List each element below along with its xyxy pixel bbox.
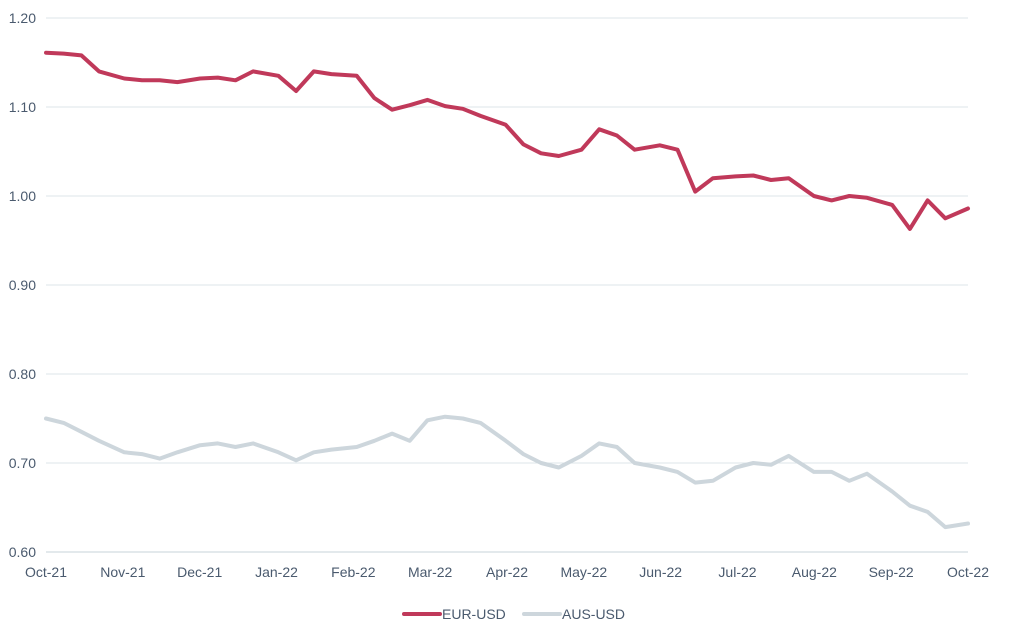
y-gridlines bbox=[46, 17, 968, 553]
x-tick-label: Aug-22 bbox=[792, 564, 837, 580]
x-tick-label: Sep-22 bbox=[869, 564, 914, 580]
series-lines bbox=[44, 50, 970, 530]
x-axis-tick-labels: Oct-21 Nov-21 Dec-21 Jan-22 Feb-22 Mar-22 Apr-… bbox=[25, 564, 989, 580]
x-tick-label: Oct-21 bbox=[25, 564, 67, 580]
legend-label-aus-usd: AUS-USD bbox=[562, 606, 625, 622]
x-tick-label: Apr-22 bbox=[486, 564, 528, 580]
y-tick-label: 1.20 bbox=[9, 10, 36, 26]
x-tick-label: Jun-22 bbox=[639, 564, 682, 580]
legend: EUR-USD AUS-USD bbox=[402, 606, 625, 622]
series-line-eur-usd bbox=[44, 50, 970, 231]
series-line-aus-usd bbox=[44, 414, 970, 530]
y-tick-label: 0.90 bbox=[9, 277, 36, 293]
x-tick-label: May-22 bbox=[560, 564, 607, 580]
y-tick-label: 0.70 bbox=[9, 455, 36, 471]
x-tick-label: Oct-22 bbox=[947, 564, 989, 580]
y-tick-label: 1.10 bbox=[9, 99, 36, 115]
x-tick-label: Jan-22 bbox=[255, 564, 298, 580]
y-tick-label: 0.60 bbox=[9, 544, 36, 560]
y-tick-label: 1.00 bbox=[9, 188, 36, 204]
x-tick-label: Nov-21 bbox=[100, 564, 145, 580]
x-tick-label: Mar-22 bbox=[408, 564, 453, 580]
y-axis-tick-labels: 0.60 0.70 0.80 0.90 1.00 1.10 1.20 bbox=[9, 10, 36, 560]
x-tick-label: Dec-21 bbox=[177, 564, 222, 580]
y-tick-label: 0.80 bbox=[9, 366, 36, 382]
x-tick-label: Feb-22 bbox=[331, 564, 376, 580]
x-tick-label: Jul-22 bbox=[718, 564, 756, 580]
legend-label-eur-usd: EUR-USD bbox=[442, 606, 506, 622]
